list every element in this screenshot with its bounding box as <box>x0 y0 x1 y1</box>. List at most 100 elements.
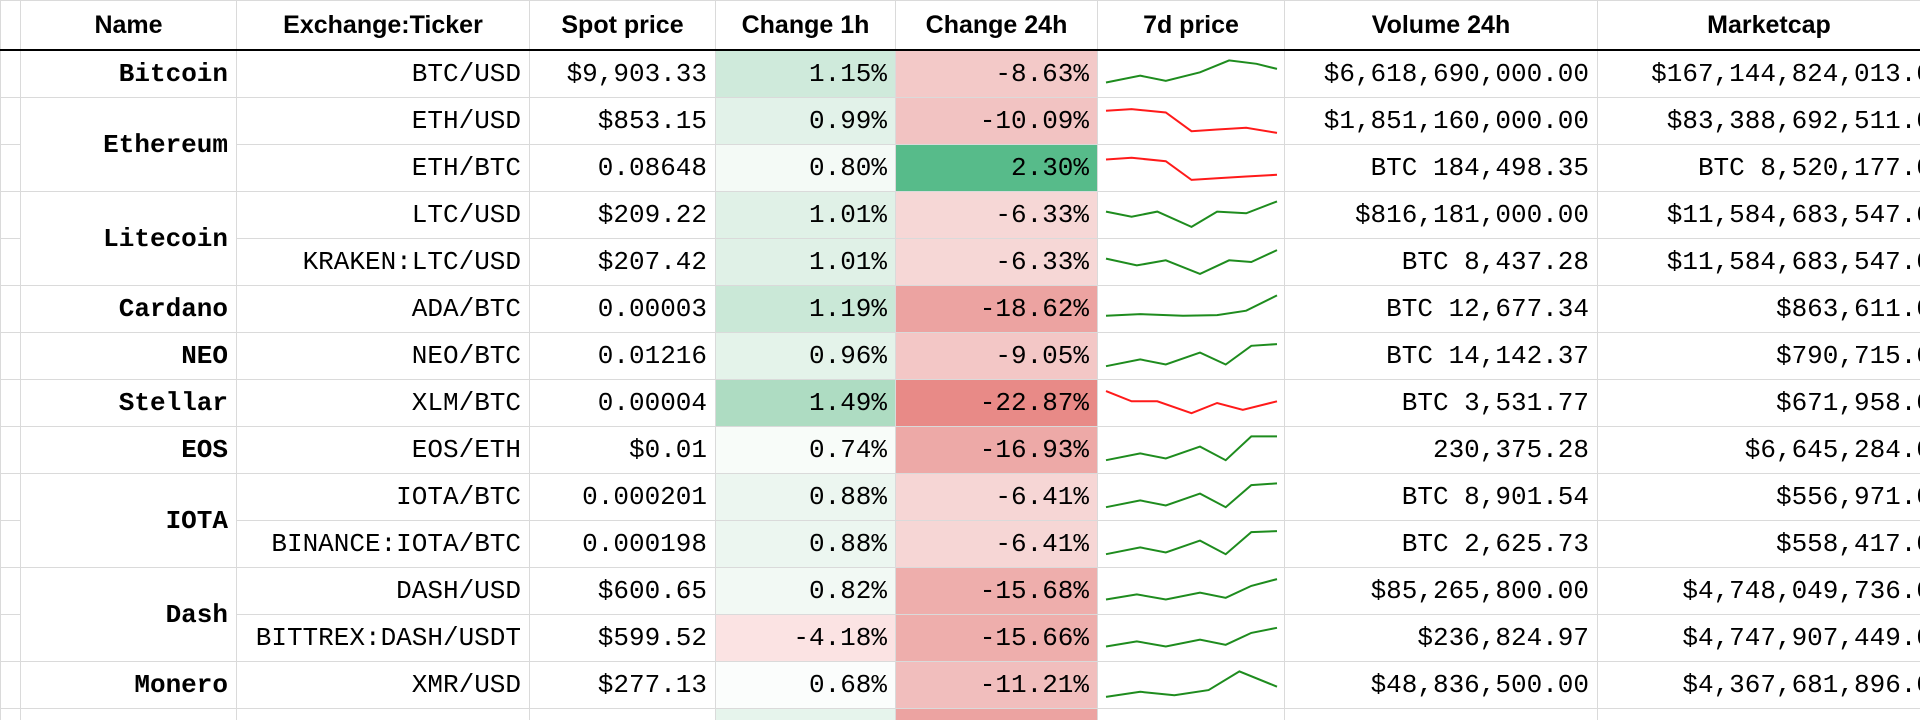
empty-cell <box>1284 708 1598 720</box>
ticker: XLM/BTC <box>236 379 530 427</box>
change-24h: -6.41% <box>895 520 1098 568</box>
table-row: Bitcoin BTC/USD $9,903.33 1.15% -8.63% $6,618… <box>0 49 1920 98</box>
spot-price: 0.08648 <box>529 144 716 192</box>
change-24h: -22.87% <box>895 379 1098 427</box>
spot-price: 0.000198 <box>529 520 716 568</box>
row-gutter <box>0 97 21 145</box>
volume-24h: BTC 12,677.34 <box>1284 285 1598 333</box>
row-gutter <box>0 520 21 568</box>
spot-price: 0.00004 <box>529 379 716 427</box>
change-1h: 1.15% <box>715 49 896 98</box>
volume-24h: BTC 14,142.37 <box>1284 332 1598 380</box>
sparkline-path <box>1105 108 1278 134</box>
ticker: KRAKEN:LTC/USD <box>236 238 530 286</box>
change-24h: -6.33% <box>895 191 1098 239</box>
sparkline-cell <box>1097 426 1285 474</box>
change-24h: -15.68% <box>895 567 1098 615</box>
table-body: Bitcoin BTC/USD $9,903.33 1.15% -8.63% $6,618… <box>0 49 1920 720</box>
change-24h: -16.93% <box>895 426 1098 474</box>
change-24h: -18.62% <box>895 285 1098 333</box>
table-row: ETH/BTC 0.08648 0.80% 2.30% BTC 184,498.35 BT… <box>0 144 1920 192</box>
row-gutter <box>0 191 21 239</box>
ticker: XMR/USD <box>236 661 530 709</box>
empty-cell <box>0 708 21 720</box>
ticker: BINANCE:IOTA/BTC <box>236 520 530 568</box>
spot-price: 0.000201 <box>529 473 716 521</box>
spot-price: $600.65 <box>529 567 716 615</box>
spot-price: $209.22 <box>529 191 716 239</box>
asset-name: Ethereum <box>20 97 237 192</box>
volume-24h: $6,618,690,000.00 <box>1284 49 1598 98</box>
table-row: NEO NEO/BTC 0.01216 0.96% -9.05% BTC 14,142.3… <box>0 332 1920 380</box>
marketcap: $863,611.0 <box>1597 285 1920 333</box>
spot-price: $9,903.33 <box>529 49 716 98</box>
volume-24h: BTC 2,625.73 <box>1284 520 1598 568</box>
sparkline-path <box>1105 482 1278 509</box>
sparkline <box>1105 482 1278 509</box>
change-1h: 0.80% <box>715 144 896 192</box>
sparkline-path <box>1105 390 1278 415</box>
ticker: LTC/USD <box>236 191 530 239</box>
table-row: Monero XMR/USD $277.13 0.68% -11.21% $48,836,… <box>0 661 1920 709</box>
change-24h: -6.41% <box>895 473 1098 521</box>
ticker: ETH/BTC <box>236 144 530 192</box>
sparkline-path <box>1105 249 1278 275</box>
ticker: ETH/USD <box>236 97 530 145</box>
row-gutter <box>0 473 21 521</box>
table-row: Dash DASH/USD $600.65 0.82% -15.68% $85,265,8… <box>0 567 1920 662</box>
spot-price: 0.01216 <box>529 332 716 380</box>
ticker: EOS/ETH <box>236 426 530 474</box>
column-header: Spot price <box>529 0 716 51</box>
marketcap: $558,417.0 <box>1597 520 1920 568</box>
empty-cell <box>20 708 237 720</box>
asset-name: IOTA <box>20 473 237 568</box>
ticker: DASH/USD <box>236 567 530 615</box>
spot-price: $599.52 <box>529 614 716 662</box>
ticker: BTC/USD <box>236 49 530 98</box>
table-row: KRAKEN:LTC/USD $207.42 1.01% -6.33% BTC 8,43… <box>0 238 1920 286</box>
asset-name: EOS <box>20 426 237 474</box>
sparkline <box>1105 435 1277 462</box>
column-header: Name <box>20 0 237 51</box>
sparkline-path <box>1105 530 1278 556</box>
table-row: Ethereum ETH/USD $853.15 0.99% -10.09% $1,851… <box>0 97 1920 192</box>
sparkline-path <box>1105 294 1278 317</box>
spot-price: $853.15 <box>529 97 716 145</box>
sparkline-cell <box>1097 567 1285 615</box>
sparkline-cell <box>1097 238 1285 286</box>
row-gutter <box>0 567 21 615</box>
marketcap: $167,144,824,013.0 <box>1597 49 1920 98</box>
marketcap: $11,584,683,547.0 <box>1597 191 1920 239</box>
empty-cell <box>895 708 1098 720</box>
asset-name: Bitcoin <box>20 49 237 98</box>
empty-cell <box>1597 708 1920 720</box>
volume-24h: BTC 184,498.35 <box>1284 144 1598 192</box>
column-header: Exchange:Ticker <box>236 0 530 51</box>
sparkline-path <box>1105 200 1278 229</box>
asset-name: NEO <box>20 332 237 380</box>
column-header: 7d price <box>1097 0 1285 51</box>
sparkline <box>1105 578 1278 601</box>
empty-cell <box>236 708 530 720</box>
asset-name: Stellar <box>20 379 237 427</box>
asset-name: Dash <box>20 567 237 662</box>
asset-name: Litecoin <box>20 191 237 286</box>
sparkline <box>1105 59 1278 84</box>
table-row: Stellar XLM/BTC 0.00004 1.49% -22.87% BTC 3,5… <box>0 379 1920 427</box>
sparkline-path <box>1105 59 1278 84</box>
column-header: Change 1h <box>715 0 896 51</box>
table-row <box>0 708 1920 720</box>
empty-cell <box>529 708 716 720</box>
spot-price: 0.00003 <box>529 285 716 333</box>
change-1h: -4.18% <box>715 614 896 662</box>
sparkline <box>1105 343 1278 368</box>
spot-price: $207.42 <box>529 238 716 286</box>
sparkline-cell <box>1097 332 1285 380</box>
sparkline-path <box>1105 670 1278 698</box>
row-gutter <box>0 426 21 474</box>
sparkline-path <box>1105 435 1277 462</box>
sparkline <box>1105 626 1278 648</box>
header-row: Name Exchange:Ticker Spot price Change 1h Ch… <box>0 0 1920 51</box>
